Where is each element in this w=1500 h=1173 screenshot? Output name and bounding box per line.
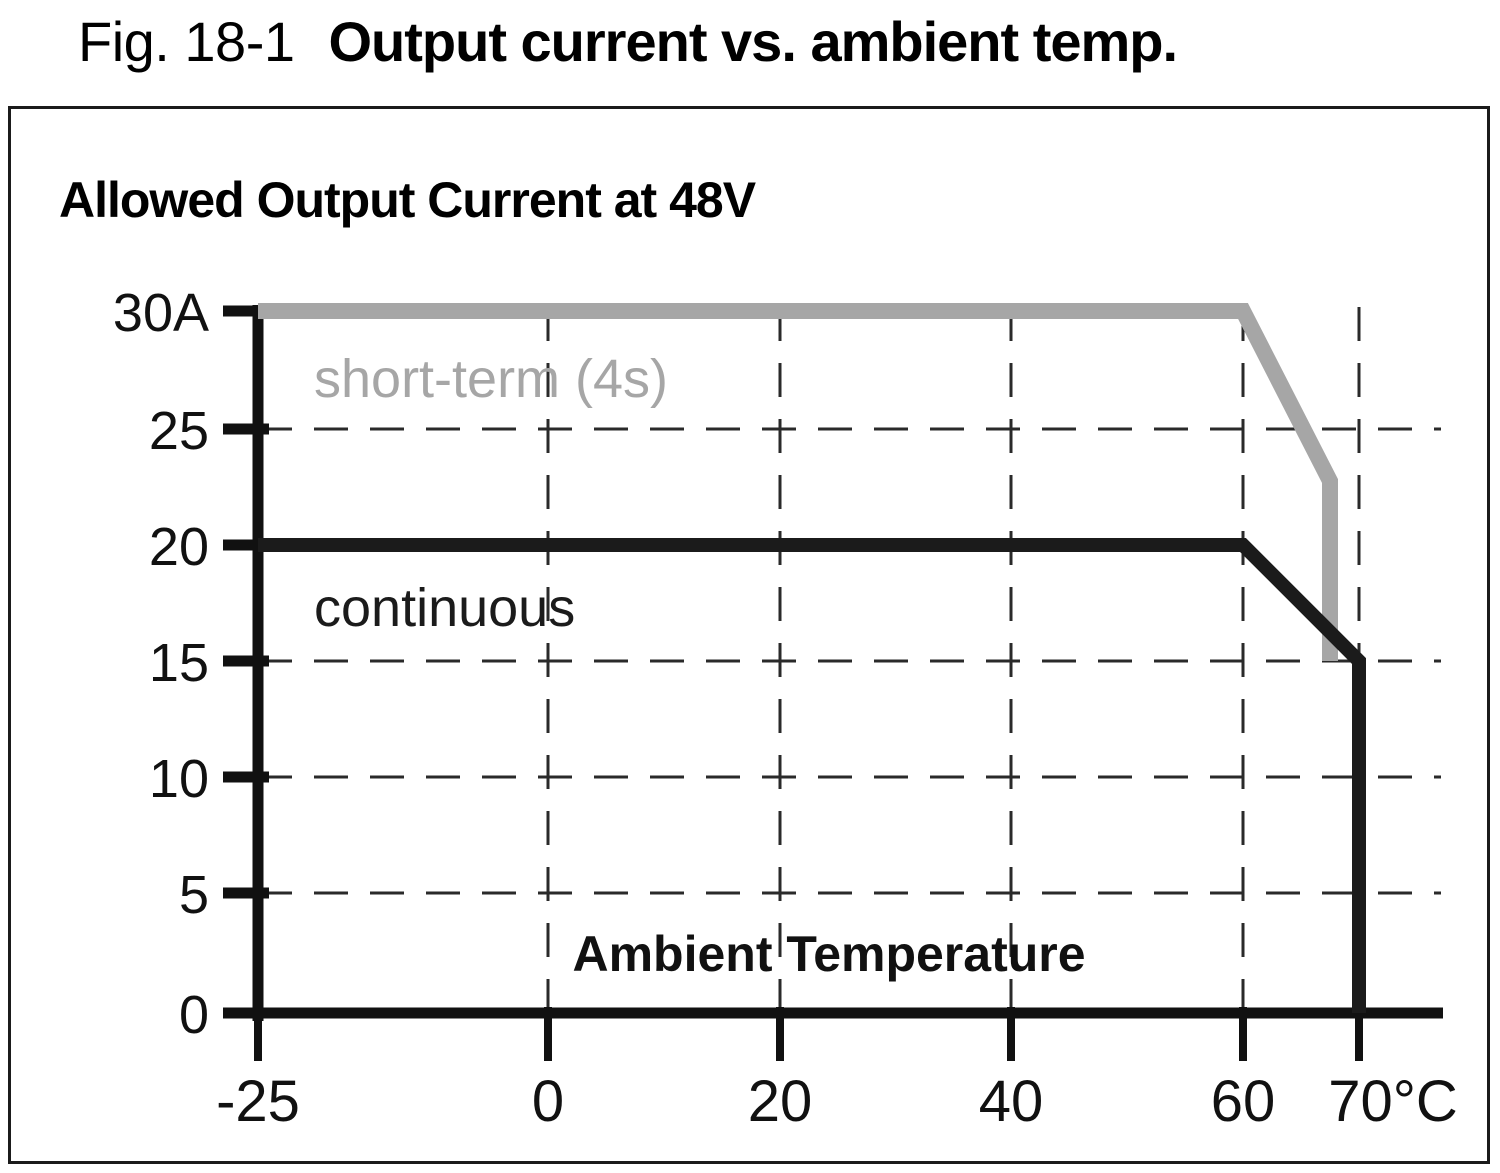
x-axis-title: Ambient Temperature [572, 926, 1085, 982]
series-short-term-line [258, 303, 1338, 661]
xtick-label-0: 0 [532, 1069, 564, 1134]
series-label-short-term: short-term (4s) [314, 349, 668, 409]
x-axis-ticks [254, 1007, 1363, 1061]
x-tick-labels: -25 0 20 40 60 70°C [216, 1069, 1458, 1134]
xtick-label-20: 20 [748, 1069, 813, 1134]
figure-number: Fig. 18-1 [78, 10, 295, 73]
ytick-label-5: 5 [179, 865, 209, 925]
ytick-label-10: 10 [149, 749, 209, 809]
ytick-label-25: 25 [149, 401, 209, 461]
gridlines-horizontal [258, 427, 1441, 895]
ytick-label-20: 20 [149, 517, 209, 577]
xtick-label-minus25: -25 [216, 1069, 300, 1134]
ytick-label-0: 0 [179, 985, 209, 1045]
y-tick-labels: 30A 25 20 15 10 5 0 [113, 283, 209, 1045]
figure-title: Output current vs. ambient temp. [328, 10, 1179, 73]
xtick-label-60: 60 [1211, 1069, 1276, 1134]
xtick-label-70: 70°C [1328, 1069, 1458, 1134]
chart-canvas: 30A 25 20 15 10 5 0 -25 0 20 40 60 70°C [113, 283, 1458, 1134]
series-continuous-line [258, 538, 1366, 1013]
series-label-continuous: continuous [314, 578, 575, 638]
xtick-label-40: 40 [979, 1069, 1044, 1134]
ytick-label-15: 15 [149, 633, 209, 693]
chart-frame: Allowed Output Current at 48V [8, 106, 1490, 1164]
ytick-label-30: 30A [113, 283, 209, 343]
chart-heading: Allowed Output Current at 48V [59, 172, 756, 228]
figure-caption: Fig. 18-1 Output current vs. ambient temp… [78, 14, 1178, 70]
